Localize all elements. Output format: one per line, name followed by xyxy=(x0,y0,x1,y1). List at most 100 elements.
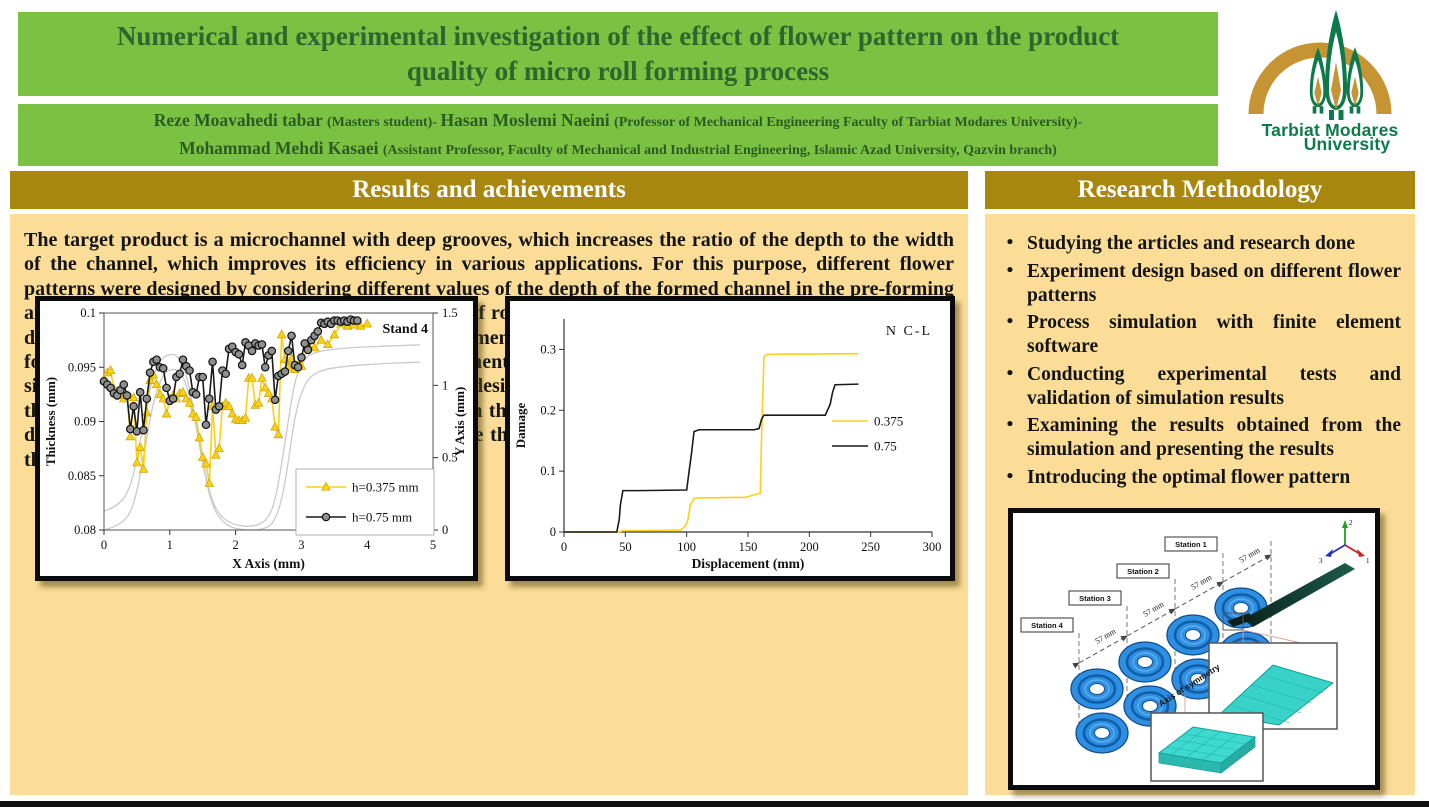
series-line xyxy=(564,352,859,533)
authors-text: Reze Moavahedi tabar (Masters student)- … xyxy=(130,107,1106,163)
y-tick-label: 0 xyxy=(550,525,556,539)
x-tick-label: 4 xyxy=(364,538,371,552)
legend-label: h=0.375 mm xyxy=(352,480,419,495)
zoom-region-marker xyxy=(1222,612,1244,631)
author-name: Hasan Moslemi Naeini xyxy=(440,110,615,131)
list-item: • Process simulation with finite element … xyxy=(993,311,1401,359)
x-tick-label: 150 xyxy=(739,540,758,554)
x-tick-label: 300 xyxy=(923,540,942,554)
bullet-icon: • xyxy=(1006,232,1014,253)
logo-trees xyxy=(1309,10,1364,120)
axis-label-left: 3 xyxy=(1319,557,1323,565)
methodology-section-header: Research Methodology xyxy=(985,171,1415,209)
logo-text-line1: Tarbiat Modares xyxy=(1261,120,1399,140)
strip-bite xyxy=(1227,613,1255,627)
y-tick-label: 0.2 xyxy=(540,403,556,417)
bullet-icon: • xyxy=(1006,311,1014,333)
list-item: • Studying the articles and research done xyxy=(993,232,1401,256)
x-tick-label: 2 xyxy=(232,538,238,552)
y2-tick-label: 0.5 xyxy=(442,451,458,465)
methodology-content: • Studying the articles and research done… xyxy=(985,214,1415,795)
list-item: • Examining the results obtained from the… xyxy=(993,414,1401,462)
x-axis-title: Displacement (mm) xyxy=(692,556,805,571)
bullet-icon: • xyxy=(1006,362,1014,384)
bullet-text: Conducting experimental tests and valida… xyxy=(1027,363,1401,409)
university-logo-icon xyxy=(1248,10,1392,120)
y2-tick-label: 1 xyxy=(442,378,448,392)
x-tick-label: 0 xyxy=(561,540,567,554)
series-line xyxy=(564,383,859,533)
damage-chart: 0 50 100 150 200 250 300 0 0.1 0.2 0.3 Displacement… xyxy=(513,319,942,571)
legend-box xyxy=(295,468,435,536)
author-name: Reze Moavahedi tabar xyxy=(153,110,327,131)
station-label: Station 3 xyxy=(1079,594,1111,603)
bullet-icon: • xyxy=(1006,466,1014,488)
station-labels: Station 1 Station 2 Station 3 Station 4 xyxy=(1020,536,1218,633)
axis-label-right: 1 xyxy=(1366,557,1370,565)
footer-bar xyxy=(0,801,1429,807)
axis-triad-labels: 2 1 3 xyxy=(1319,519,1370,565)
bullet-text: Examining the results obtained from the … xyxy=(1027,415,1401,461)
university-logo: Tarbiat Modares University xyxy=(1238,2,1422,166)
author-name: Mohammad Mehdi Kasaei xyxy=(179,138,383,158)
dimension-line xyxy=(1072,554,1272,669)
axis-label-up: 2 xyxy=(1349,519,1353,527)
list-item: • Introducing the optimal flower pattern xyxy=(993,466,1401,490)
authors-bar: Reze Moavahedi tabar (Masters student)- … xyxy=(18,104,1218,166)
profile-curve xyxy=(103,344,420,527)
x-tick-label: 250 xyxy=(861,540,880,554)
y2-tick-label: 1.5 xyxy=(442,306,458,320)
chart-annotation: N C-L xyxy=(886,324,932,339)
y-tick-label: 0.085 xyxy=(68,469,96,483)
axis-triad-icon xyxy=(1325,520,1365,557)
title-bar: Numerical and experimental investigation… xyxy=(18,12,1218,96)
list-item: • Experiment design based on different fl… xyxy=(993,260,1401,308)
sheet-strip xyxy=(1243,563,1355,627)
author-affiliation: (Assistant Professor, Faculty of Mechani… xyxy=(382,143,1057,158)
y-axis-title: Damage xyxy=(513,403,528,449)
y2-tick-label: 0 xyxy=(442,523,448,537)
mesh-inset-small xyxy=(1150,712,1264,782)
logo-arch xyxy=(1248,42,1392,115)
y-tick-label: 0.3 xyxy=(540,342,556,356)
y-tick-label: 0.095 xyxy=(68,360,96,374)
y-tick-label: 0.1 xyxy=(540,464,556,478)
bullet-text: Studying the articles and research done xyxy=(1027,233,1356,254)
legend-label: 0.375 xyxy=(874,414,903,429)
x-tick-label: 3 xyxy=(298,538,304,552)
damage-chart-figure: 0 50 100 150 200 250 300 0 0.1 0.2 0.3 Displacement… xyxy=(505,296,955,581)
bullet-icon: • xyxy=(1006,414,1014,436)
simulation-figure: 57 mm 57 mm 57 mm 57 mm xyxy=(1008,508,1380,790)
mesh-inset-large xyxy=(1208,642,1338,730)
legend-label: 0.75 xyxy=(874,439,897,454)
thickness-chart-figure: 0 1 2 3 4 5 0.08 0.085 0.09 0.095 0.1 0 0.5 1 1.5 X Axi… xyxy=(35,296,478,581)
x-axis-title: X Axis (mm) xyxy=(232,556,305,571)
x-tick-label: 100 xyxy=(677,540,696,554)
station-label: Station 2 xyxy=(1127,567,1159,576)
roll-forming-diagram: 57 mm 57 mm 57 mm 57 mm xyxy=(1020,519,1370,782)
author-affiliation: (Professor of Mechanical Engineering Fac… xyxy=(614,115,1083,131)
results-header-label: Results and achievements xyxy=(352,176,626,203)
legend-label: h=0.75 mm xyxy=(352,510,412,525)
station-label: Station 1 xyxy=(1175,540,1207,549)
profile-curve xyxy=(103,361,420,531)
x-tick-label: 200 xyxy=(800,540,819,554)
poster-title: Numerical and experimental investigation… xyxy=(116,20,1120,86)
x-tick-label: 50 xyxy=(619,540,632,554)
chart-annotation: Stand 4 xyxy=(382,322,428,337)
bullet-text: Experiment design based on different flo… xyxy=(1027,260,1401,306)
methodology-bullet-list: • Studying the articles and research done… xyxy=(985,214,1415,490)
thickness-chart: 0 1 2 3 4 5 0.08 0.085 0.09 0.095 0.1 0 0.5 1 1.5 X Axi… xyxy=(43,306,467,571)
station-label: Station 4 xyxy=(1031,621,1063,630)
results-section-header: Results and achievements xyxy=(10,171,968,209)
y-tick-label: 0.09 xyxy=(74,415,96,429)
methodology-header-label: Research Methodology xyxy=(1077,176,1323,203)
y2-axis-title: Y Axis (mm) xyxy=(452,387,467,457)
x-tick-label: 0 xyxy=(101,538,107,552)
y-axis-title: Thickness (mm) xyxy=(43,377,58,466)
y-tick-label: 0.1 xyxy=(80,306,96,320)
y-tick-label: 0.08 xyxy=(74,523,96,537)
bullet-text: Process simulation with finite element s… xyxy=(1027,312,1401,358)
x-tick-label: 5 xyxy=(430,538,436,552)
